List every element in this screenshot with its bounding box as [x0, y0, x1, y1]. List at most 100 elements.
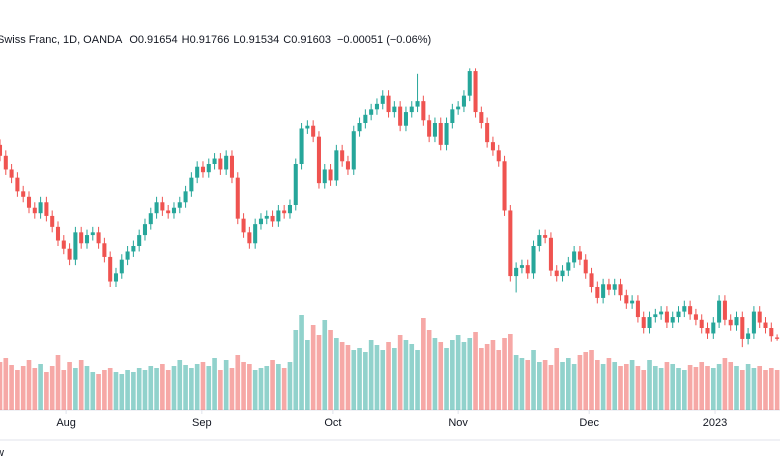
ohlc-label: O [129, 34, 138, 46]
volume-bar [84, 366, 90, 410]
ohlc-value: 0.91603 [291, 34, 331, 46]
candle-body [485, 123, 490, 143]
volume-bar [154, 368, 159, 410]
volume-bar [96, 374, 101, 410]
volume-bar [693, 367, 699, 410]
candle-body [0, 144, 3, 156]
volume-bar [357, 348, 362, 410]
volume-bar [380, 350, 386, 410]
candle-body [403, 112, 408, 126]
volume-bar [212, 358, 217, 410]
volume-bar [229, 368, 235, 410]
candle-body [688, 306, 693, 315]
candle-body [369, 109, 374, 115]
candle-body [247, 232, 252, 244]
candle-body [253, 224, 258, 244]
x-tick-label: Dec [579, 417, 599, 429]
volume-bar [421, 318, 426, 410]
candle-body [357, 123, 362, 132]
candle-body [96, 232, 101, 244]
candle-body [473, 71, 478, 113]
candle-body [728, 319, 733, 326]
candle-body [154, 202, 159, 214]
candle-body [421, 101, 426, 121]
candle-body [554, 270, 559, 277]
candle-body [572, 251, 577, 263]
volume-bar [183, 365, 188, 410]
volume-bar [641, 370, 647, 410]
volume-bar [461, 342, 467, 410]
volume-bar [125, 370, 130, 410]
volume-bar [577, 355, 583, 410]
volume-bar [299, 315, 304, 410]
candle-body [514, 267, 519, 277]
volume-bar [612, 362, 618, 410]
candle-body [351, 131, 356, 170]
candle-body [241, 218, 246, 233]
footer-label: w [0, 447, 4, 459]
volume-bar [600, 364, 606, 410]
candle-body [270, 215, 275, 222]
volume-bar [566, 358, 571, 410]
candle-body [311, 125, 316, 137]
candle-body [676, 311, 681, 318]
candle-body [653, 314, 658, 318]
candles [0, 68, 780, 348]
candle-body [624, 295, 629, 304]
volume-bar [496, 350, 502, 410]
volume-bar [479, 348, 484, 410]
volume-bar [189, 368, 194, 410]
volume-bar [658, 368, 664, 410]
volume-bar [444, 348, 449, 410]
volume-bar [270, 360, 275, 410]
volume-bar [20, 366, 26, 410]
x-tick-label: Sep [192, 417, 212, 429]
candle-body [345, 161, 350, 170]
volume-bar [531, 350, 536, 410]
candle-body [305, 125, 310, 129]
candle-body [740, 317, 745, 339]
volume-bar [67, 362, 72, 410]
candle-body [618, 284, 623, 296]
candle-body [131, 246, 136, 252]
candle-body [682, 306, 687, 312]
volume-bar [136, 368, 142, 410]
candle-body [363, 114, 368, 123]
header: Swiss Franc, 1D, OANDA O 0.91654 H 0.91766 L… [0, 34, 431, 46]
candle-body [409, 106, 414, 113]
candle-body [67, 248, 72, 260]
volume-bar [397, 335, 403, 410]
candle-body [380, 95, 385, 104]
volume-bar [624, 364, 629, 410]
volume-bar [102, 370, 107, 410]
candle-body [160, 202, 165, 211]
volume-bar [699, 362, 705, 410]
volume-bar [0, 362, 3, 410]
ohlc-value: 0.91654 [138, 34, 178, 46]
candle-body [751, 311, 756, 334]
ohlc-label: H [182, 34, 190, 46]
volume-bar [467, 338, 473, 410]
volume-bar [15, 370, 20, 410]
candle-body [601, 284, 606, 298]
volume-bar [455, 335, 461, 410]
volume-bar [206, 366, 212, 410]
candle-body [519, 265, 524, 268]
volume-bar [328, 330, 333, 410]
volume-bar [652, 366, 658, 410]
volume-bar [415, 350, 420, 410]
candle-body [577, 251, 582, 260]
candle-body [316, 136, 321, 184]
candle-body [705, 328, 710, 334]
candle-body [38, 202, 43, 214]
candle-body [166, 210, 171, 214]
change: −0.00051 (−0.06%) [337, 34, 431, 46]
candle-body [456, 106, 461, 110]
candle-body [218, 158, 223, 170]
candle-body [659, 311, 664, 315]
ohlc-label: L [233, 34, 239, 46]
candle-body [722, 300, 727, 320]
candle-body [548, 237, 553, 271]
volume-bar [542, 360, 548, 410]
